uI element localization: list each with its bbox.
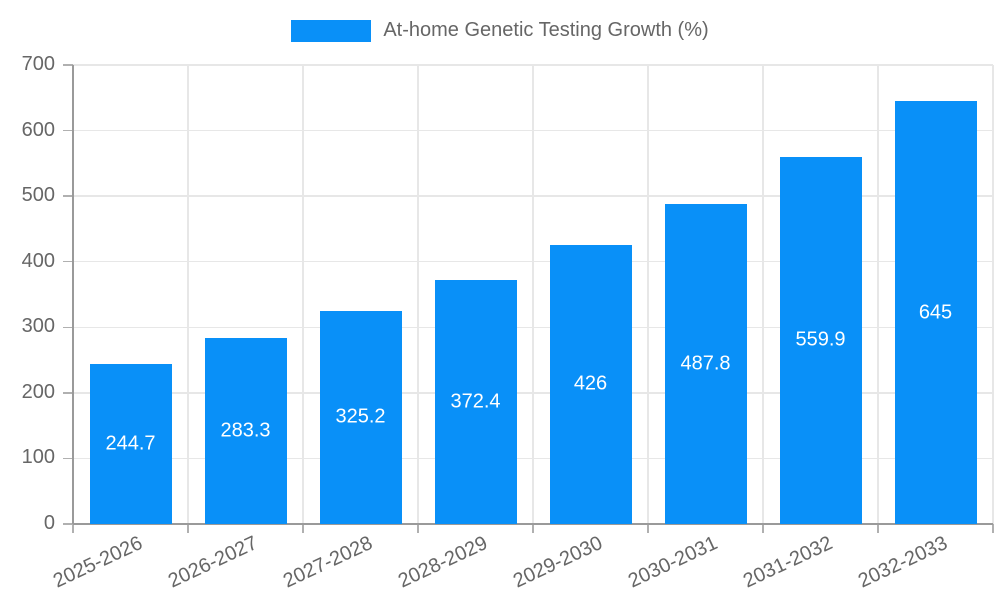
y-axis-tick	[63, 129, 73, 132]
x-axis-tick-label: 2031-2032	[739, 532, 836, 593]
y-axis-tick	[63, 392, 73, 394]
bar[interactable]	[779, 156, 862, 524]
x-axis-tick-label: 2030-2031	[624, 532, 721, 593]
bar[interactable]	[549, 244, 632, 524]
y-axis-tick-label: 200	[21, 380, 55, 403]
y-axis-tick-label: 300	[21, 315, 55, 338]
bar[interactable]	[434, 279, 517, 524]
y-axis-tick	[63, 457, 73, 460]
y-axis-tick-label: 600	[21, 118, 55, 141]
x-axis-tick	[302, 524, 304, 533]
x-axis-tick	[647, 524, 649, 533]
legend-label: At-home Genetic Testing Growth (%)	[383, 19, 709, 41]
x-gridline	[302, 65, 304, 524]
bar[interactable]	[204, 338, 287, 524]
y-axis-tick	[63, 64, 73, 66]
y-axis-tick-label: 100	[21, 446, 55, 469]
y-axis-tick-label: 500	[21, 184, 55, 207]
x-axis-tick	[877, 524, 879, 533]
y-axis-tick	[63, 260, 73, 263]
x-gridline	[992, 65, 994, 524]
y-axis-tick-label: 700	[21, 53, 55, 76]
x-axis-tick-label: 2025-2026	[49, 532, 146, 593]
x-axis-tick	[187, 524, 189, 533]
x-axis-line	[73, 523, 993, 525]
y-axis-tick	[63, 326, 73, 329]
y-axis-tick-label: 0	[43, 512, 55, 535]
bar[interactable]	[89, 363, 172, 524]
y-axis-tick	[63, 195, 73, 197]
x-gridline	[187, 65, 189, 524]
x-axis-tick	[417, 524, 419, 533]
x-gridline	[877, 65, 879, 524]
x-axis-tick	[532, 524, 534, 533]
x-axis-tick-label: 2029-2030	[509, 532, 606, 593]
legend[interactable]: At-home Genetic Testing Growth (%)	[0, 19, 1000, 42]
x-axis-tick	[72, 524, 74, 533]
x-axis-tick-label: 2032-2033	[854, 532, 951, 593]
x-axis-tick	[762, 524, 764, 533]
x-axis-tick-label: 2026-2027	[164, 532, 261, 593]
x-gridline	[647, 65, 649, 524]
y-axis-tick	[63, 523, 73, 525]
x-gridline	[532, 65, 534, 524]
bar[interactable]	[894, 101, 977, 524]
x-gridline	[762, 65, 764, 524]
x-axis-tick	[992, 524, 994, 533]
y-axis-tick-label: 400	[21, 249, 55, 272]
x-axis-tick-label: 2027-2028	[279, 532, 376, 593]
y-axis-line	[72, 65, 74, 524]
bar[interactable]	[319, 310, 402, 524]
bar[interactable]	[664, 204, 747, 524]
legend-swatch	[291, 19, 372, 42]
x-axis-tick-label: 2028-2029	[394, 532, 491, 593]
x-gridline	[417, 65, 419, 524]
